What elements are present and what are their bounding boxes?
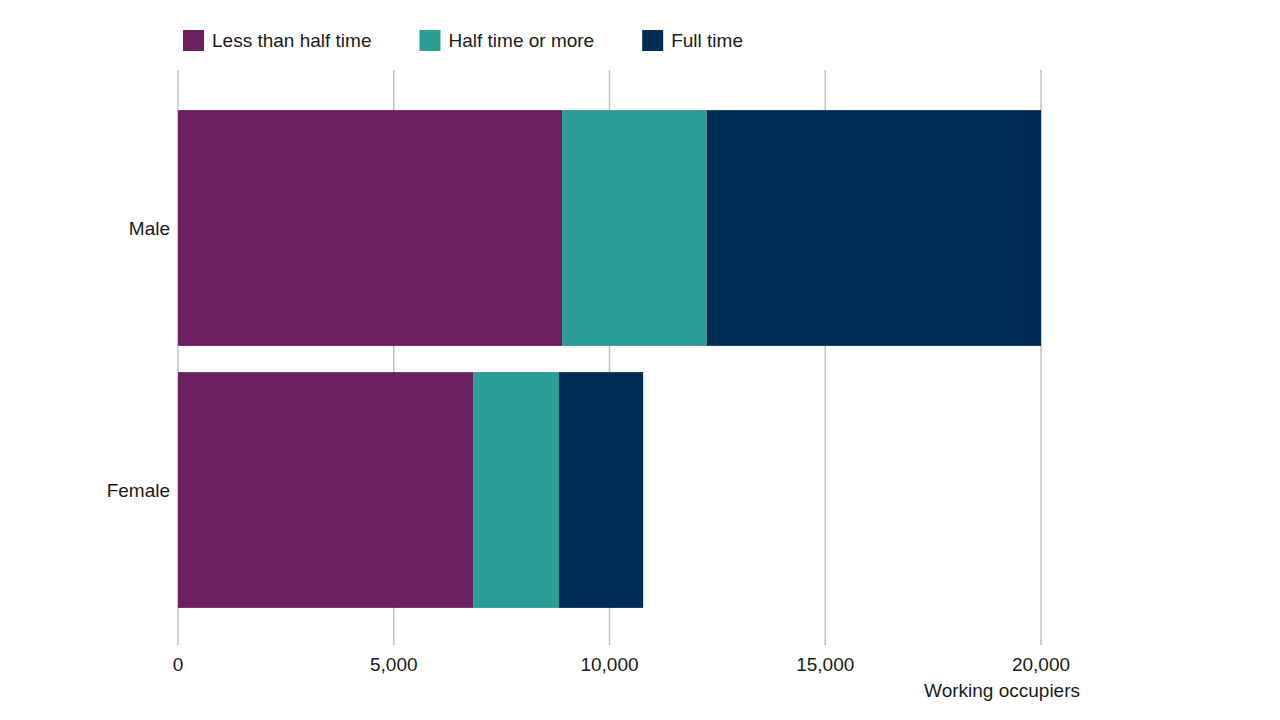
bar	[178, 372, 474, 608]
legend-label: Half time or more	[448, 30, 594, 51]
bar	[178, 110, 562, 346]
tick-label: 20,000	[1012, 654, 1070, 675]
chart: 0 5,000 10,000 15,000 20,000 Male Female Workin…	[0, 0, 1280, 720]
axis-label: Working occupiers	[924, 680, 1080, 701]
grid	[178, 70, 1041, 645]
bar	[559, 372, 643, 608]
tick-label: 10,000	[580, 654, 638, 675]
category-label: Female	[107, 480, 170, 501]
tick-label: 0	[173, 654, 184, 675]
legend-label: Less than half time	[212, 30, 371, 51]
tick-label: 15,000	[796, 654, 854, 675]
legend: Less than half time Half time or more Full…	[183, 30, 743, 51]
bar	[562, 110, 707, 346]
legend-swatch	[183, 30, 204, 51]
legend-label: Full time	[671, 30, 743, 51]
bar	[707, 110, 1041, 346]
axis-line	[178, 645, 1041, 646]
tick-label: 5,000	[370, 654, 418, 675]
category-label: Male	[129, 218, 170, 239]
bars	[178, 110, 1041, 608]
bar	[474, 372, 559, 608]
legend-swatch	[642, 30, 663, 51]
legend-swatch	[419, 30, 440, 51]
